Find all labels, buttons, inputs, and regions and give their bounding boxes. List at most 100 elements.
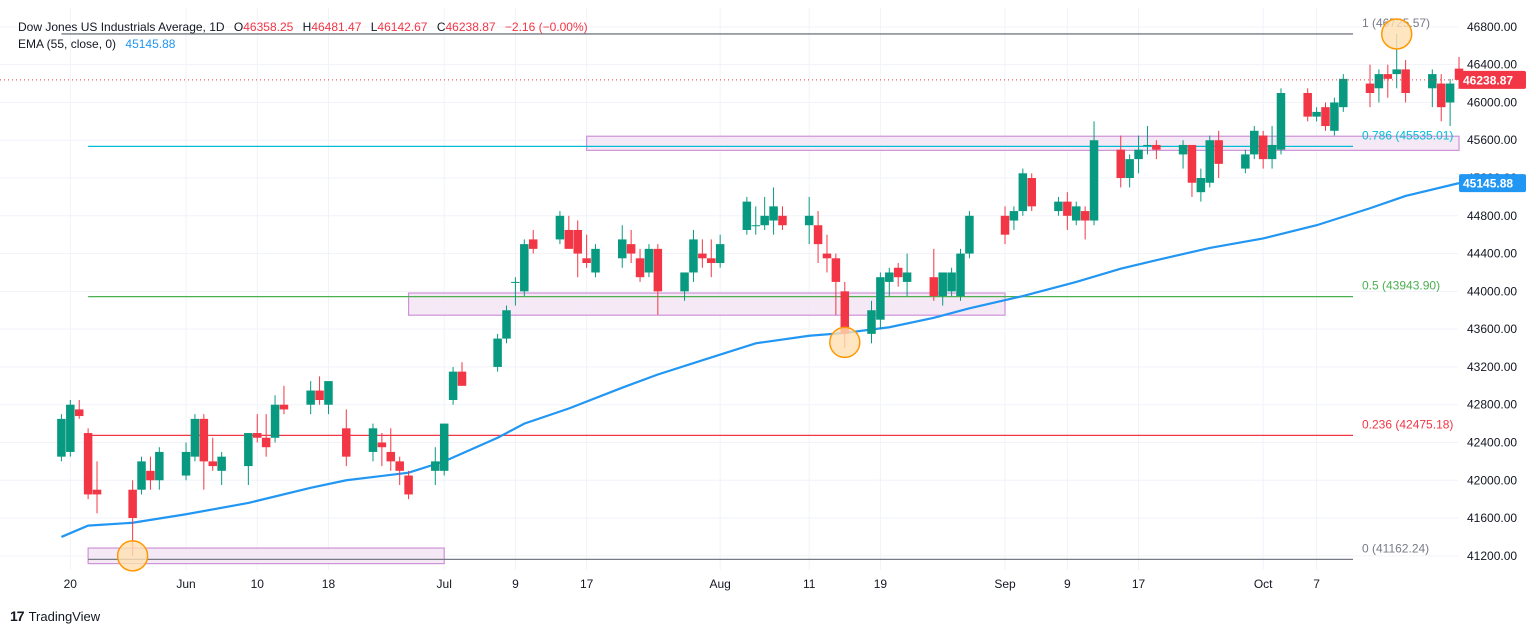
- candle[interactable]: [386, 428, 396, 471]
- candle[interactable]: [582, 234, 591, 268]
- candle[interactable]: [778, 206, 787, 230]
- candle[interactable]: [1214, 130, 1223, 179]
- candle[interactable]: [653, 244, 663, 315]
- candle[interactable]: [929, 248, 939, 301]
- time-axis[interactable]: 20 Jun 10 18 Jul 9 17 Aug 11 19 Sep 9 17 Oct 7: [64, 577, 1321, 591]
- candle[interactable]: [947, 267, 956, 297]
- candle[interactable]: [635, 248, 645, 282]
- candle[interactable]: [1383, 64, 1393, 98]
- candle[interactable]: [1276, 88, 1286, 155]
- candle[interactable]: [956, 248, 965, 301]
- candle[interactable]: [528, 229, 538, 254]
- ema-legend[interactable]: EMA (55, close, 0) 45145.88: [18, 37, 181, 51]
- candle[interactable]: [502, 305, 511, 344]
- candle[interactable]: [74, 399, 84, 419]
- candle[interactable]: [368, 423, 378, 462]
- candle[interactable]: [1241, 149, 1250, 174]
- candle[interactable]: [1080, 206, 1090, 240]
- candle[interactable]: [965, 211, 974, 259]
- candle[interactable]: [573, 220, 582, 278]
- candle[interactable]: [439, 423, 449, 476]
- candle[interactable]: [707, 239, 716, 278]
- candle[interactable]: [1428, 69, 1437, 108]
- candle[interactable]: [867, 300, 876, 344]
- candle[interactable]: [457, 362, 467, 386]
- candle[interactable]: [404, 470, 413, 500]
- candle[interactable]: [199, 414, 209, 490]
- candle[interactable]: [1250, 126, 1259, 160]
- candle[interactable]: [1401, 59, 1410, 103]
- candle[interactable]: [885, 267, 894, 297]
- candle[interactable]: [1178, 140, 1188, 169]
- candle[interactable]: [1321, 102, 1330, 131]
- candle[interactable]: [1134, 135, 1143, 174]
- candle[interactable]: [137, 456, 146, 495]
- candle[interactable]: [591, 244, 600, 278]
- candle[interactable]: [1116, 135, 1125, 188]
- candle[interactable]: [146, 456, 155, 490]
- candle[interactable]: [511, 277, 520, 306]
- candle[interactable]: [520, 239, 529, 297]
- candle[interactable]: [1258, 130, 1268, 169]
- candle[interactable]: [66, 399, 75, 457]
- candle[interactable]: [181, 442, 191, 481]
- candle[interactable]: [244, 433, 253, 485]
- candle[interactable]: [448, 366, 458, 405]
- candle[interactable]: [155, 447, 164, 490]
- candle[interactable]: [1018, 168, 1028, 216]
- candle[interactable]: [1089, 121, 1099, 226]
- candle[interactable]: [742, 196, 752, 235]
- candle[interactable]: [555, 211, 565, 245]
- candle[interactable]: [689, 229, 698, 282]
- candle[interactable]: [1267, 126, 1277, 169]
- candle[interactable]: [1436, 74, 1446, 122]
- candle[interactable]: [564, 215, 574, 249]
- candle[interactable]: [1009, 206, 1019, 230]
- candle[interactable]: [57, 414, 66, 462]
- candle[interactable]: [1339, 74, 1348, 112]
- candle[interactable]: [1063, 192, 1072, 230]
- candle[interactable]: [1000, 206, 1010, 245]
- candle[interactable]: [813, 211, 823, 264]
- candle[interactable]: [279, 385, 289, 415]
- candles[interactable]: [57, 33, 1464, 556]
- candle[interactable]: [190, 414, 200, 462]
- candle[interactable]: [1187, 144, 1197, 197]
- candle[interactable]: [1027, 173, 1036, 212]
- candle[interactable]: [1152, 140, 1161, 160]
- candle[interactable]: [760, 196, 769, 230]
- candle[interactable]: [1143, 126, 1152, 155]
- candle[interactable]: [92, 461, 102, 514]
- candle[interactable]: [1196, 168, 1206, 202]
- candle[interactable]: [315, 376, 324, 405]
- candle[interactable]: [1054, 196, 1063, 216]
- candle[interactable]: [938, 272, 947, 306]
- candle[interactable]: [217, 451, 226, 485]
- candle[interactable]: [1312, 107, 1321, 122]
- candle[interactable]: [83, 428, 93, 500]
- candle[interactable]: [698, 239, 707, 268]
- candle[interactable]: [1125, 154, 1134, 188]
- candle[interactable]: [253, 414, 262, 443]
- candle[interactable]: [270, 395, 280, 443]
- candle[interactable]: [431, 447, 440, 485]
- candle[interactable]: [1205, 135, 1215, 188]
- candle[interactable]: [1374, 69, 1384, 103]
- candle[interactable]: [1071, 201, 1081, 226]
- candle[interactable]: [751, 206, 761, 235]
- price-axis[interactable]: 46800.0046400.0046000.0045600.0045200.00…: [1459, 20, 1526, 563]
- candle[interactable]: [1330, 97, 1339, 136]
- candle[interactable]: [377, 433, 387, 467]
- candle[interactable]: [893, 263, 903, 287]
- candle[interactable]: [1303, 88, 1312, 122]
- candle[interactable]: [1365, 64, 1375, 108]
- candle[interactable]: [342, 409, 351, 467]
- candle[interactable]: [680, 272, 689, 301]
- candle[interactable]: [395, 456, 404, 485]
- candle[interactable]: [626, 229, 636, 264]
- candle[interactable]: [1445, 78, 1455, 127]
- candle[interactable]: [804, 196, 814, 245]
- candle[interactable]: [902, 253, 912, 297]
- candle[interactable]: [324, 381, 333, 415]
